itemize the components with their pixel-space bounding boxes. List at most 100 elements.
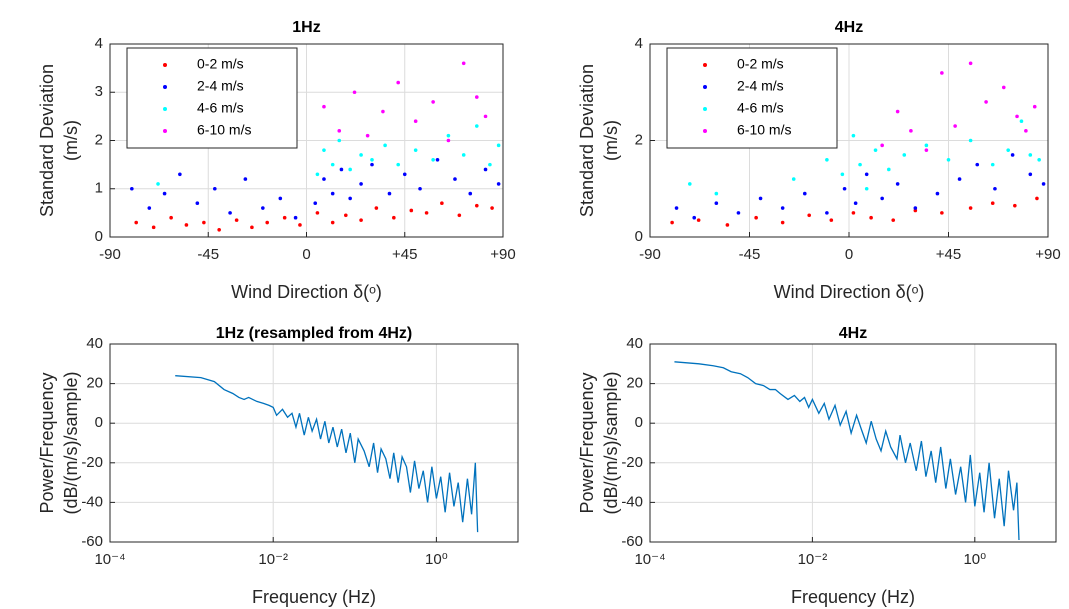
data-point	[365, 133, 370, 138]
data-point	[352, 90, 357, 95]
spectrum-line	[674, 361, 1020, 541]
data-point	[902, 153, 907, 157]
data-point	[895, 109, 900, 114]
data-point	[990, 201, 995, 206]
y-axis-label: Power/Frequency	[577, 372, 597, 513]
data-point	[370, 158, 374, 162]
data-point	[853, 201, 858, 206]
data-point	[348, 196, 352, 201]
y-tick-label: -20	[81, 454, 103, 471]
data-point	[134, 220, 138, 225]
data-point	[725, 223, 730, 227]
y-axis-label: (dB/(m/s)/sample)	[61, 371, 81, 514]
data-point	[864, 172, 869, 177]
x-tick-label: 10⁻⁴	[634, 551, 665, 568]
data-point	[858, 162, 862, 167]
data-point	[1015, 114, 1019, 119]
y-tick-label: 20	[86, 375, 103, 392]
data-point	[754, 215, 758, 220]
y-axis-label: Standard Deviation	[37, 64, 57, 217]
data-point	[431, 100, 435, 104]
data-point	[887, 167, 891, 172]
data-point	[913, 206, 918, 210]
subplot: -90 -45 0 +45 +90 0 1 2 3 4 1Hz Wind Direction δ(ᵒ)…	[37, 19, 516, 302]
data-point	[924, 143, 929, 148]
data-point	[975, 162, 980, 167]
data-point	[780, 206, 785, 210]
data-point	[162, 191, 167, 196]
data-point	[957, 177, 962, 181]
data-point	[228, 211, 232, 215]
legend-label: 0-2 m/s	[737, 56, 784, 72]
y-tick-label: 40	[626, 335, 643, 352]
data-point	[714, 201, 719, 206]
legend-marker	[703, 63, 707, 67]
y-tick-label: -40	[81, 493, 103, 510]
y-axis-label: Standard Deviation	[577, 64, 597, 217]
data-point	[940, 211, 944, 215]
data-point	[895, 182, 900, 186]
y-tick-label: -60	[621, 533, 643, 550]
data-point	[946, 158, 951, 162]
data-point	[993, 186, 997, 191]
x-tick-label: -90	[99, 246, 121, 263]
x-tick-label: 10⁻²	[798, 551, 828, 568]
data-point	[1024, 129, 1028, 133]
plot-area	[110, 344, 518, 542]
y-axis-label: Power/Frequency	[37, 372, 57, 513]
data-point	[758, 196, 763, 201]
data-point	[446, 133, 451, 138]
data-point	[374, 206, 379, 210]
data-point	[217, 227, 221, 232]
data-point	[869, 215, 873, 220]
x-tick-label: 0	[845, 246, 853, 263]
data-point	[909, 129, 913, 133]
data-point	[488, 162, 492, 167]
data-point	[396, 162, 401, 167]
axes-box	[649, 343, 1057, 543]
data-point	[435, 158, 440, 162]
data-point	[1001, 85, 1006, 90]
axes-box	[649, 43, 1049, 238]
data-point	[496, 182, 501, 186]
data-point	[313, 201, 318, 206]
y-tick-label: 2	[95, 131, 103, 148]
data-point	[344, 213, 348, 218]
data-point	[807, 213, 811, 218]
legend-label: 2-4 m/s	[737, 78, 784, 94]
data-point	[483, 114, 488, 119]
axes-box	[109, 343, 519, 543]
data-point	[243, 177, 248, 181]
data-point	[409, 208, 414, 213]
legend-label: 6-10 m/s	[737, 122, 791, 138]
legend: 0-2 m/s 2-4 m/s 4-6 m/s 6-10 m/s	[126, 47, 298, 149]
data-point	[202, 220, 206, 225]
data-point	[282, 215, 287, 220]
y-tick-label: -40	[621, 493, 643, 510]
chart-title: 1Hz (resampled from 4Hz)	[216, 325, 413, 342]
legend-marker	[163, 107, 167, 111]
legend-box	[666, 47, 838, 149]
data-point	[468, 191, 473, 196]
y-tick-label: 0	[95, 228, 103, 245]
data-point	[674, 206, 679, 210]
data-point	[250, 225, 254, 230]
data-point	[802, 191, 807, 196]
data-point	[968, 206, 973, 210]
x-tick-label: -90	[639, 246, 661, 263]
data-point	[337, 129, 342, 133]
x-tick-label: +90	[1035, 246, 1060, 263]
y-tick-label: 20	[626, 375, 643, 392]
data-point	[1013, 203, 1017, 208]
data-point	[714, 191, 719, 196]
data-point	[1037, 158, 1041, 162]
data-point	[446, 138, 451, 143]
data-point	[322, 104, 326, 109]
spectrum-line	[175, 375, 479, 533]
data-point	[880, 143, 884, 148]
data-point	[851, 133, 856, 138]
x-tick-label: 10⁻⁴	[94, 551, 125, 568]
data-point	[359, 153, 363, 157]
data-point	[780, 220, 785, 225]
data-point	[348, 167, 352, 172]
